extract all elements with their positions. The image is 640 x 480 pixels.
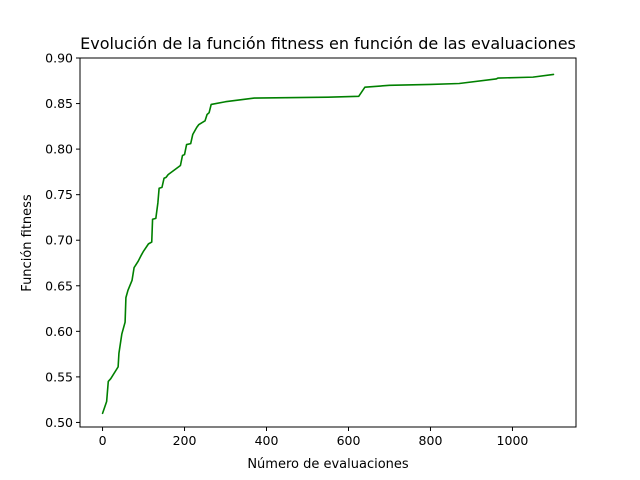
y-tick-label: 0.90 bbox=[45, 51, 73, 66]
y-tick-label: 0.50 bbox=[45, 415, 73, 430]
y-tick-label: 0.70 bbox=[45, 233, 73, 248]
chart-title: Evolución de la función fitness en funci… bbox=[80, 34, 576, 53]
x-tick-label: 1000 bbox=[497, 433, 529, 448]
x-tick-label: 0 bbox=[99, 433, 107, 448]
y-axis-label: Función fitness bbox=[20, 194, 35, 292]
y-tick-label: 0.60 bbox=[45, 324, 73, 339]
x-tick-label: 200 bbox=[173, 433, 197, 448]
y-tick-label: 0.75 bbox=[45, 187, 73, 202]
y-tick-label: 0.55 bbox=[45, 369, 73, 384]
x-tick-label: 800 bbox=[419, 433, 443, 448]
fitness-line bbox=[101, 73, 555, 415]
plot-frame bbox=[79, 57, 577, 428]
y-tick-label: 0.85 bbox=[45, 96, 73, 111]
axis-ticks: 0 200 400 600 800 1000 0.50 0.55 0.60 0.65 0.70 0.7… bbox=[45, 51, 528, 449]
plot-series bbox=[101, 73, 555, 415]
x-axis-label: Número de evaluaciones bbox=[247, 457, 409, 472]
x-tick-label: 400 bbox=[255, 433, 279, 448]
y-tick-label: 0.80 bbox=[45, 142, 73, 157]
y-tick-label: 0.65 bbox=[45, 278, 73, 293]
x-tick-label: 600 bbox=[337, 433, 361, 448]
